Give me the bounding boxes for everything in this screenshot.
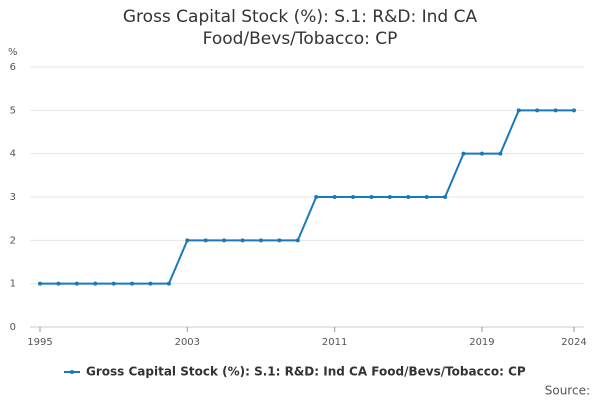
chart-title: Gross Capital Stock (%): S.1: R&D: Ind C… [122, 7, 478, 49]
point [461, 151, 466, 156]
point [516, 108, 521, 113]
y-tick-label: 4 [10, 149, 16, 160]
legend-swatch-dot [70, 370, 74, 374]
point [93, 281, 98, 286]
point [332, 195, 337, 199]
x-tick-label: 2024 [561, 337, 586, 348]
y-tick-label: 1 [10, 279, 16, 290]
point [369, 195, 374, 199]
point [406, 195, 411, 199]
y-tick-label: 6 [10, 62, 16, 73]
x-tick-label: 2003 [175, 337, 200, 348]
x-tick-label: 2019 [469, 337, 494, 348]
point [387, 195, 392, 199]
point [277, 238, 282, 243]
point [443, 195, 448, 199]
point [553, 108, 558, 113]
point [535, 108, 540, 113]
point [148, 281, 153, 286]
line [40, 109, 574, 285]
point [203, 238, 208, 243]
point [130, 281, 135, 286]
point [74, 281, 79, 286]
y-tick-label: 2 [10, 235, 16, 246]
point [240, 238, 245, 243]
point [314, 195, 319, 199]
point [111, 281, 116, 286]
y-tick-label: 3 [10, 192, 16, 203]
point [258, 238, 263, 243]
point [222, 238, 227, 243]
point [351, 195, 356, 199]
point [185, 238, 190, 243]
y-axis-label: % [8, 47, 18, 58]
point [295, 238, 300, 243]
point [498, 151, 503, 156]
source: Source: [545, 384, 590, 398]
legend-label: Gross Capital Stock (%): S.1: R&D: Ind C… [86, 365, 526, 379]
x-tick-label: 2011 [322, 337, 347, 348]
x-tick-label: 1995 [27, 337, 52, 348]
point [424, 195, 429, 199]
point [572, 108, 576, 113]
y-tick-label: 0 [10, 322, 16, 333]
point [38, 281, 42, 286]
point [166, 281, 171, 286]
y-tick-label: 5 [10, 105, 16, 116]
point [56, 281, 61, 286]
point [479, 151, 484, 156]
